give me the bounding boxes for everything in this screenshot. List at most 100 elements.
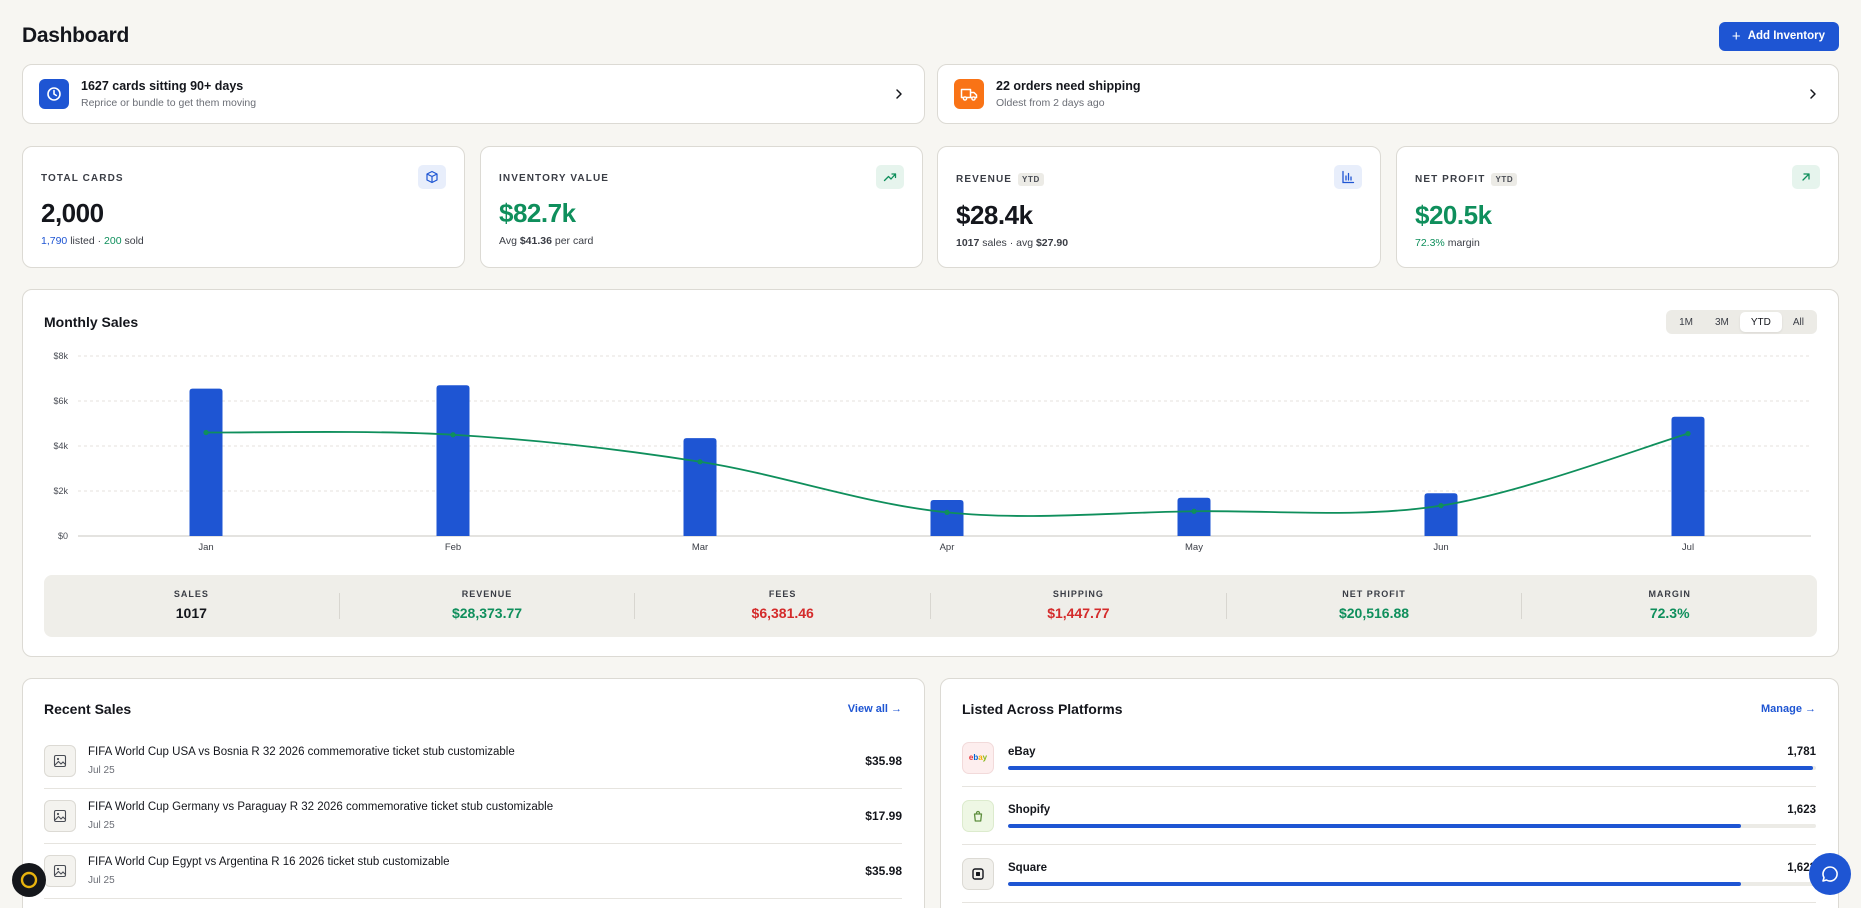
sale-row[interactable]: FIFA World Cup Egypt vs Argentina R 16 2… [44,844,902,899]
loading-indicator-icon[interactable] [12,863,46,897]
stat-label-text: NET PROFIT [1415,174,1486,185]
platform-name: Shopify [1008,803,1051,816]
sale-name: FIFA World Cup USA vs Bosnia R 32 2026 c… [88,746,515,758]
sale-row[interactable]: FIFA World Cup USA vs Bosnia R 32 2026 c… [44,734,902,789]
platform-row-square[interactable]: Square 1,623 [962,845,1816,903]
chat-support-button[interactable] [1809,853,1851,895]
section-title: Listed Across Platforms [962,701,1123,717]
stat-value: 2,000 [41,198,104,228]
total-net-profit: NET PROFIT $20,516.88 [1227,589,1523,621]
range-1m-button[interactable]: 1M [1668,312,1704,332]
total-label: SALES [173,589,209,599]
listed-text: listed · [67,235,105,247]
listed-count: 1,790 [41,235,68,247]
image-placeholder-icon [44,745,76,777]
alert-title: 22 orders need shipping [996,79,1141,93]
add-inventory-label: Add Inventory [1747,30,1825,42]
stat-subtext: 1,790 listed · 200 sold [41,235,446,247]
profit-point [203,429,209,436]
profit-point [1191,508,1197,514]
trending-up-icon [876,165,904,189]
stat-subtext: Avg $41.36 per card [499,235,904,247]
platform-progress-track [1008,881,1816,886]
platform-name: Square [1008,861,1047,874]
alert-subtitle: Reprice or bundle to get them moving [81,97,257,109]
sale-row[interactable]: FIFA World Cup Germany vs Paraguay R 32 … [44,789,902,844]
range-ytd-button[interactable]: YTD [1739,312,1782,332]
net-profit-stat: NET PROFIT YTD $20.5k 72.3% margin [1396,146,1839,268]
platform-count: 1,623 [1787,803,1816,816]
range-selector: 1M 3M YTD All [1666,310,1817,334]
y-tick-label: $4k [53,441,68,451]
x-tick-label: Jan [198,542,213,553]
chevron-right-icon [1810,89,1816,99]
truck-icon [954,79,984,109]
view-all-link[interactable]: View all → [847,703,902,715]
profit-point [1685,431,1691,437]
bar-chart-icon [1334,165,1362,189]
total-cards-stat: TOTAL CARDS 2,000 1,790 listed · 200 sol… [22,146,465,268]
plus-icon: + [1731,27,1741,45]
monthly-sales-card: Monthly Sales 1M 3M YTD All $0 $2k $4k $6k $… [22,289,1839,657]
bar [1424,493,1458,536]
aging-inventory-alert[interactable]: 1627 cards sitting 90+ days Reprice or b… [22,64,925,124]
avg-suffix: per card [551,235,594,247]
total-sales: SALES 1017 [44,589,340,621]
avg-per-card: $41.36 [519,235,552,247]
stat-subtext: 72.3% margin [1415,237,1820,249]
total-label: FEES [768,589,797,599]
platform-count: 1,623 [1787,861,1816,874]
arrow-up-right-icon [1792,165,1820,189]
x-tick-label: Feb [445,542,461,553]
platform-name: eBay [1008,745,1036,758]
add-inventory-button[interactable]: + Add Inventory [1718,21,1839,51]
page-title: Dashboard [22,24,129,47]
sales-count: 1017 [956,237,980,249]
sales-totals: SALES 1017 REVENUE $28,373.77 FEES $6,381.4… [44,575,1817,637]
sale-price: $35.98 [865,754,902,768]
sale-date: Jul 25 [88,820,115,831]
bar [436,385,470,536]
x-tick-label: May [1185,542,1203,553]
alert-title: 1627 cards sitting 90+ days [81,79,244,93]
image-placeholder-icon [44,800,76,832]
section-title: Monthly Sales [44,314,139,330]
total-fees: FEES $6,381.46 [635,589,932,621]
header: Dashboard + Add Inventory [22,21,1839,51]
revenue-stat: REVENUE YTD $28.4k 1017 sales · avg $27.9… [937,146,1381,268]
shipping-alert[interactable]: 22 orders need shipping Oldest from 2 da… [937,64,1839,124]
x-tick-label: Apr [940,542,955,553]
stat-label: REVENUE YTD [956,173,1362,186]
total-value: 72.3% [1649,605,1690,621]
platform-count: 1,781 [1787,745,1816,758]
total-shipping: SHIPPING $1,447.77 [931,589,1227,621]
y-tick-label: $8k [53,351,68,361]
margin-value: 72.3% [1415,237,1445,249]
stat-label-text: REVENUE [956,174,1013,185]
profit-point [697,459,703,465]
recent-sales-card: Recent Sales View all → FIFA World Cup U… [22,678,925,908]
range-3m-button[interactable]: 3M [1704,312,1740,332]
chat-bubble-icon [1822,866,1838,882]
alert-subtitle: Oldest from 2 days ago [996,97,1105,109]
box-icon [418,165,446,189]
x-tick-label: Jul [1682,542,1694,553]
profit-point [450,432,456,438]
platform-row-shopify[interactable]: Shopify 1,623 [962,787,1816,845]
range-all-button[interactable]: All [1782,312,1815,332]
sale-price: $35.98 [865,864,902,878]
chevron-right-icon [896,89,902,99]
bar [1177,497,1211,536]
bar [683,438,717,536]
total-revenue: REVENUE $28,373.77 [340,589,636,621]
platform-progress-fill [1008,823,1742,828]
shopify-bag-icon [962,799,994,832]
margin-text: margin [1444,237,1480,249]
manage-link[interactable]: Manage → [1760,703,1816,715]
profit-point [1438,503,1444,509]
total-label: MARGIN [1648,589,1691,599]
image-placeholder-icon [44,855,76,887]
ytd-badge: YTD [1018,173,1044,186]
total-label: SHIPPING [1052,589,1104,599]
